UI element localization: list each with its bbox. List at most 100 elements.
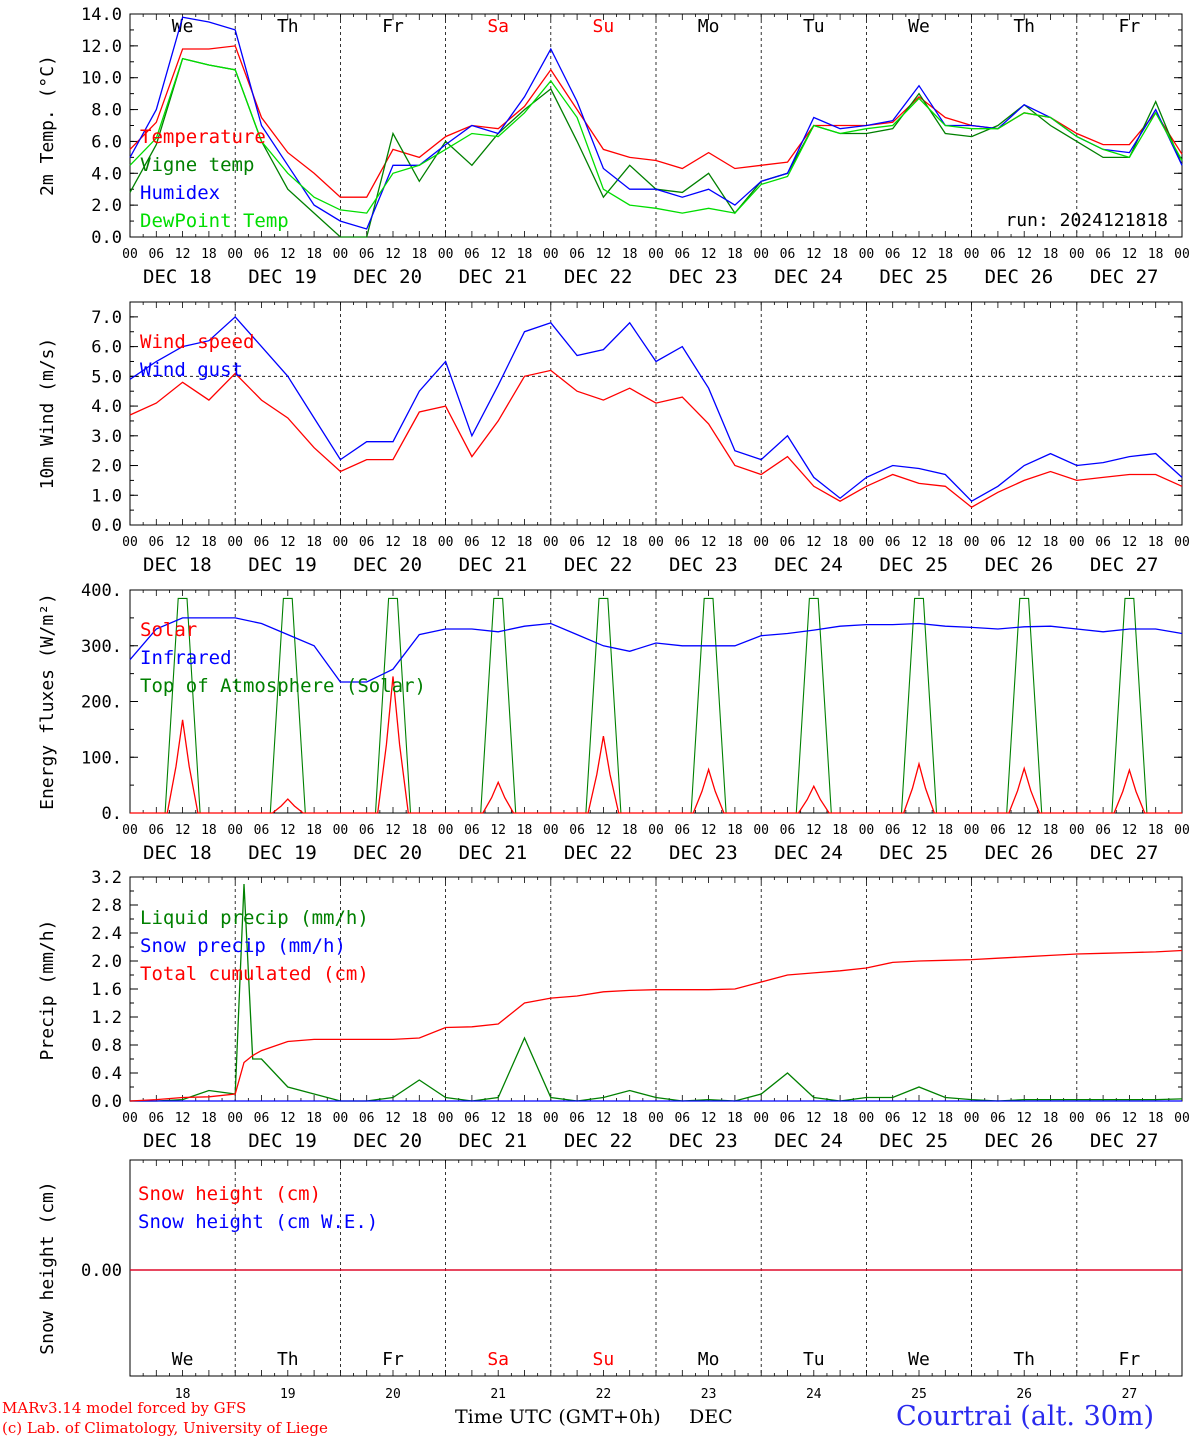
- date-label: DEC 18: [143, 842, 212, 864]
- y-tick-label: 3.0: [91, 427, 122, 447]
- legend-entry: DewPoint Temp: [140, 210, 289, 232]
- legend-entry: Snow height (cm): [138, 1183, 321, 1205]
- solar-line: [550, 735, 656, 814]
- hour-tick-label: 12: [1122, 247, 1138, 262]
- hour-tick-label: 00: [1174, 535, 1190, 550]
- hour-tick-label: 18: [201, 247, 217, 262]
- hour-tick-label: 18: [832, 247, 848, 262]
- date-label: DEC 21: [459, 842, 528, 864]
- date-label: DEC 19: [248, 554, 317, 576]
- hour-tick-label: 00: [964, 535, 980, 550]
- hour-tick-label: 06: [780, 247, 796, 262]
- date-label: DEC 26: [985, 554, 1054, 576]
- hour-tick-label: 00: [753, 247, 769, 262]
- hour-tick-label: 18: [937, 1111, 953, 1126]
- y-tick-label: 2.8: [91, 896, 122, 916]
- hour-tick-label: 18: [1148, 535, 1164, 550]
- hour-tick-label: 18: [201, 535, 217, 550]
- hour-tick-label: 06: [1095, 823, 1111, 838]
- hour-tick-label: 18: [727, 535, 743, 550]
- solar-line: [130, 719, 236, 814]
- y-tick-label: 1.2: [91, 1008, 122, 1028]
- weekday-label: Tu: [803, 1349, 825, 1370]
- hour-tick-label: 12: [490, 823, 506, 838]
- hour-tick-label: 06: [569, 535, 585, 550]
- hour-tick-label: 12: [911, 247, 927, 262]
- y-axis-label: Snow height (cm): [37, 1181, 58, 1354]
- hour-tick-label: 00: [543, 823, 559, 838]
- date-label: DEC 26: [985, 266, 1054, 288]
- hour-tick-label: 00: [438, 1111, 454, 1126]
- date-label: DEC 20: [353, 1130, 422, 1152]
- date-label: DEC 25: [879, 842, 948, 864]
- hour-tick-label: 00: [1069, 535, 1085, 550]
- weekday-label: Th: [277, 16, 299, 37]
- hour-tick-label: 12: [806, 1111, 822, 1126]
- date-label: DEC 24: [774, 1130, 843, 1152]
- y-tick-label: 8.0: [91, 101, 122, 121]
- hour-tick-label: 18: [411, 823, 427, 838]
- hour-tick-label: 06: [674, 823, 690, 838]
- hour-tick-label: 12: [385, 823, 401, 838]
- hour-tick-label: 00: [227, 535, 243, 550]
- hour-tick-label: 06: [990, 247, 1006, 262]
- legend-entry: Snow height (cm W.E.): [138, 1211, 378, 1233]
- hour-tick-label: 00: [1069, 247, 1085, 262]
- date-label: DEC 22: [564, 842, 633, 864]
- hour-tick-label: 00: [333, 823, 349, 838]
- hour-tick-label: 00: [648, 535, 664, 550]
- series-line: [129, 315, 1183, 503]
- hour-tick-label: 18: [1043, 535, 1059, 550]
- y-tick-label: 2.0: [91, 952, 122, 972]
- hour-tick-label: 00: [1174, 1111, 1190, 1126]
- weekday-label: Th: [277, 1349, 299, 1370]
- hour-tick-label: 00: [859, 823, 875, 838]
- day-number-label: 24: [806, 1387, 822, 1402]
- panel-frame: [129, 301, 1183, 526]
- solar-line: [235, 798, 341, 814]
- y-tick-label: 0.0: [91, 228, 122, 248]
- y-tick-label: 0.0: [91, 1092, 122, 1112]
- hour-tick-label: 12: [490, 535, 506, 550]
- hour-tick-label: 12: [806, 247, 822, 262]
- date-label: DEC 18: [143, 554, 212, 576]
- y-tick-label: 0.: [102, 804, 122, 824]
- hour-tick-label: 12: [911, 535, 927, 550]
- hour-tick-label: 06: [674, 1111, 690, 1126]
- hour-tick-label: 00: [438, 247, 454, 262]
- hour-tick-label: 06: [359, 247, 375, 262]
- date-label: DEC 22: [564, 554, 633, 576]
- hour-tick-label: 12: [490, 1111, 506, 1126]
- weekday-label: Fr: [1119, 1349, 1141, 1370]
- hour-tick-label: 18: [1043, 823, 1059, 838]
- hour-tick-label: 12: [490, 247, 506, 262]
- date-label: DEC 20: [353, 842, 422, 864]
- hour-tick-label: 18: [937, 823, 953, 838]
- hour-tick-label: 18: [201, 823, 217, 838]
- legend-entry: Infrared: [140, 647, 232, 669]
- legend-entry: Liquid precip (mm/h): [140, 907, 369, 929]
- y-tick-label: 0.4: [91, 1064, 122, 1084]
- x-axis-title: Time UTC (GMT+0h): [455, 1406, 661, 1428]
- hour-tick-label: 06: [674, 535, 690, 550]
- weekday-label: Fr: [382, 16, 404, 37]
- solar-line: [971, 766, 1077, 814]
- y-tick-label: 0.0: [91, 516, 122, 536]
- hour-tick-label: 12: [175, 247, 191, 262]
- hour-tick-label: 00: [648, 247, 664, 262]
- hour-tick-label: 00: [753, 1111, 769, 1126]
- hour-tick-label: 12: [701, 1111, 717, 1126]
- hour-tick-label: 18: [937, 247, 953, 262]
- y-tick-label: 4.0: [91, 164, 122, 184]
- solar-line: [340, 676, 446, 814]
- y-tick-label: 6.0: [91, 338, 122, 358]
- y-tick-label: 1.6: [91, 980, 122, 1000]
- day-number-label: 21: [490, 1387, 506, 1402]
- solar-line: [761, 784, 867, 814]
- hour-tick-label: 12: [1122, 1111, 1138, 1126]
- hour-tick-label: 06: [464, 1111, 480, 1126]
- hour-tick-label: 00: [1069, 1111, 1085, 1126]
- date-label: DEC 22: [564, 1130, 633, 1152]
- hour-tick-label: 18: [937, 535, 953, 550]
- hour-tick-label: 18: [411, 247, 427, 262]
